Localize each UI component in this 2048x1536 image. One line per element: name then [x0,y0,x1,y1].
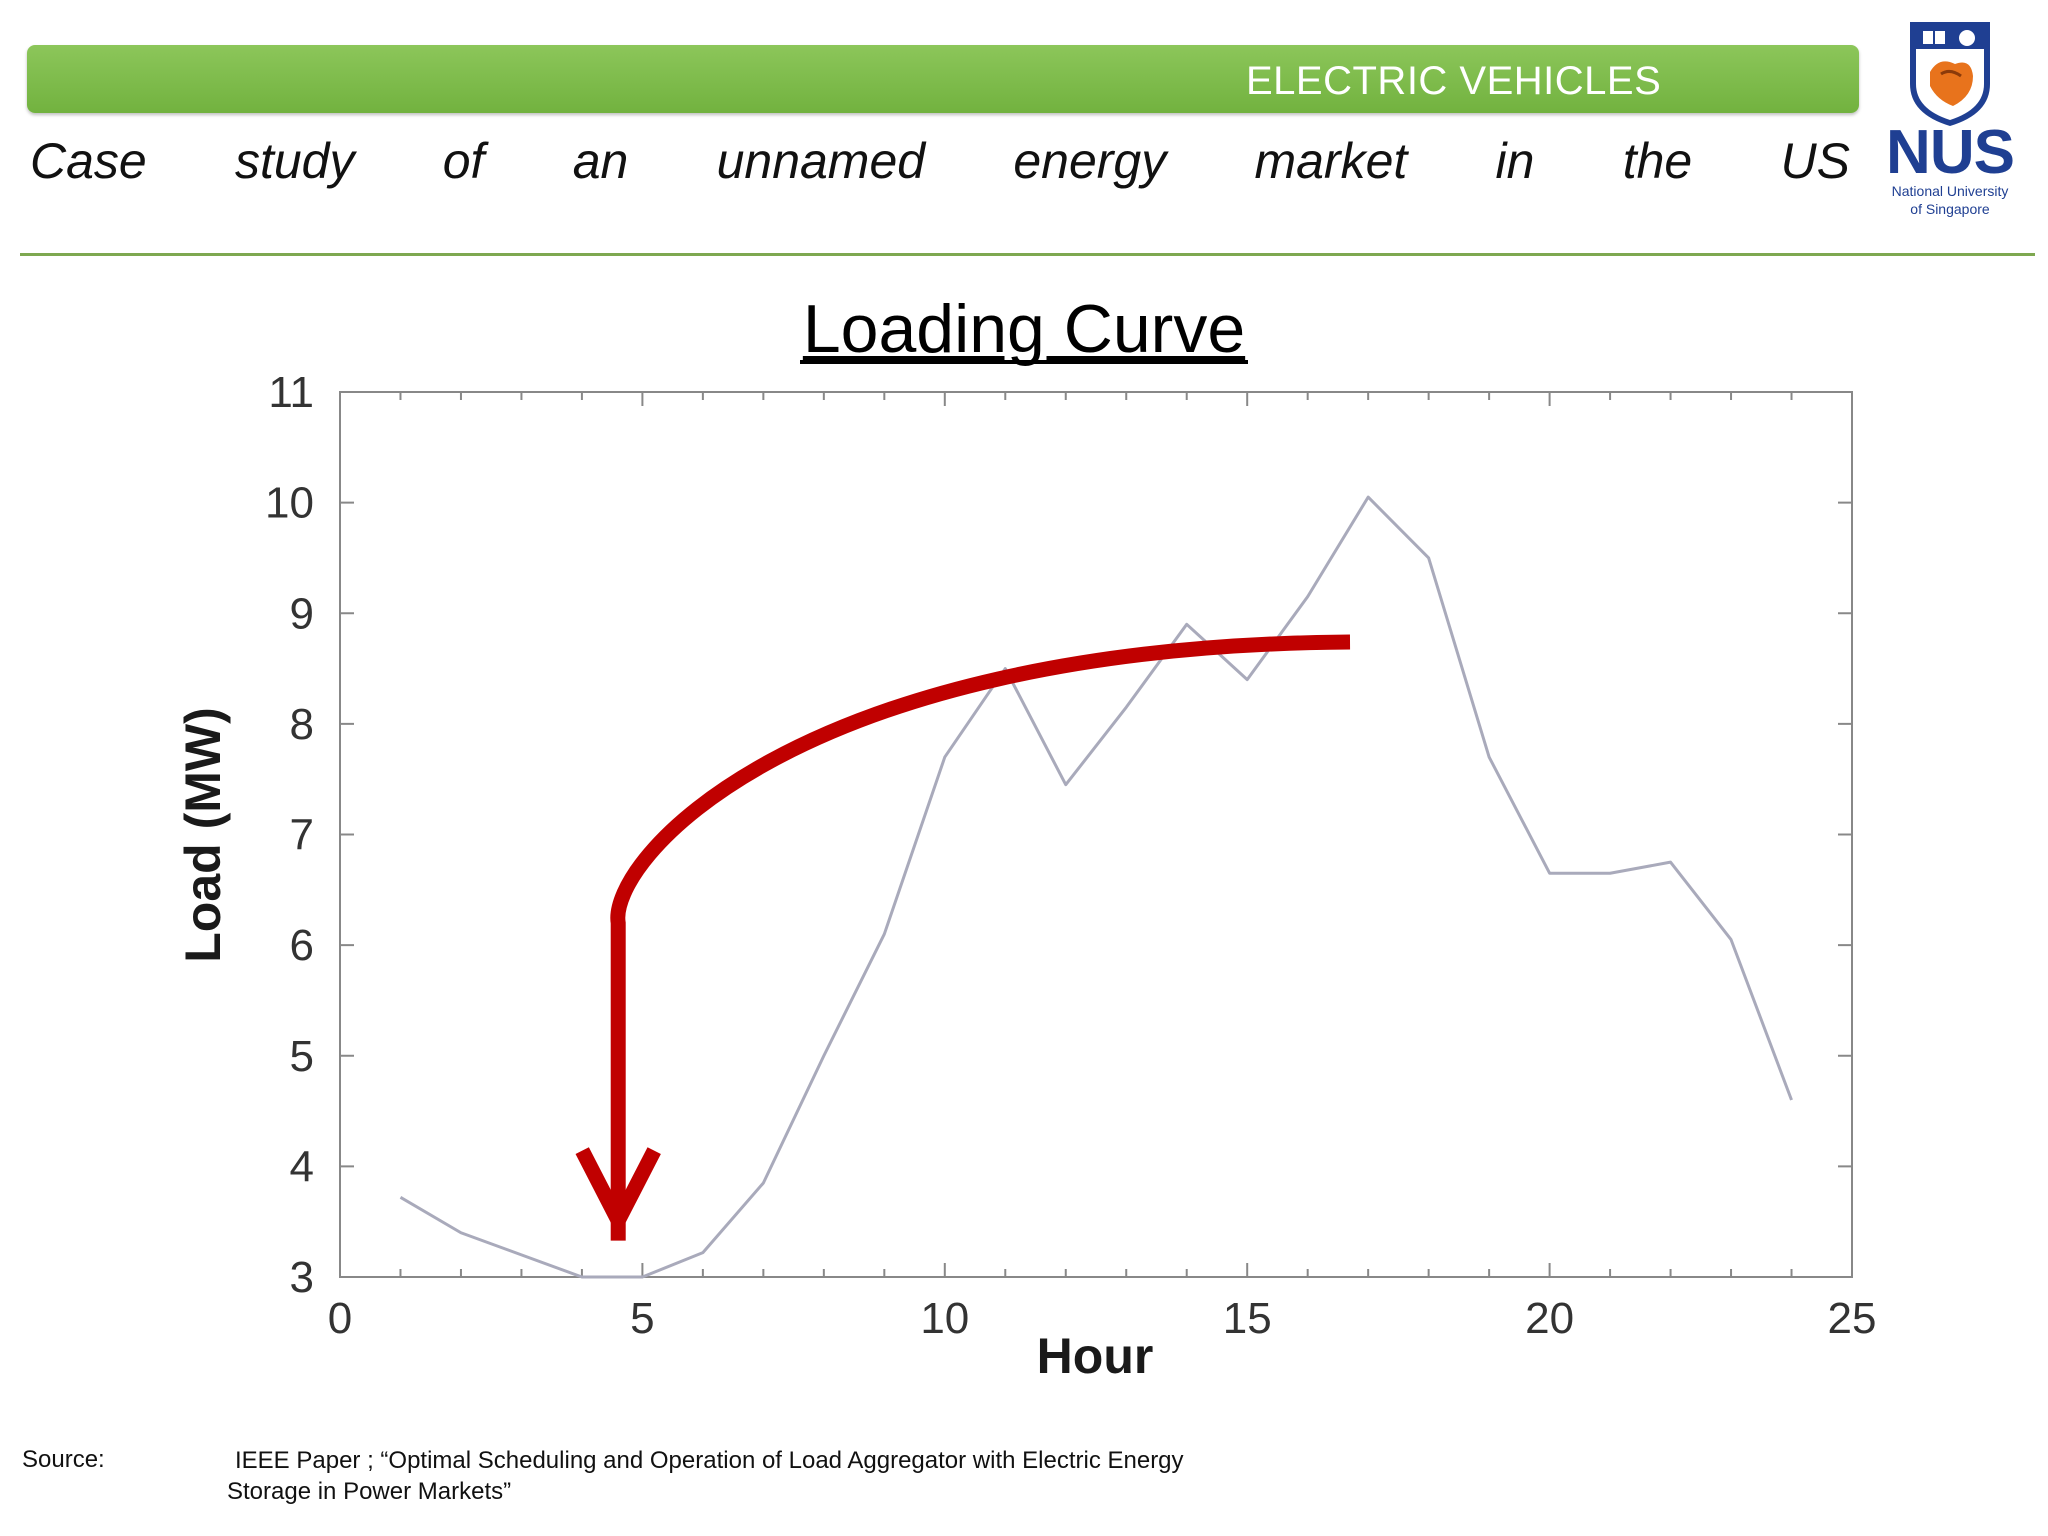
header-divider [20,253,2035,256]
slide-subtitle: Case study of an unnamed energy market i… [30,126,1850,196]
x-tick-label: 25 [1828,1294,1877,1343]
subtitle-word: market [1254,133,1408,189]
chart-title: Loading Curve [803,291,1245,367]
y-tick-label: 3 [290,1253,314,1302]
y-tick-label: 10 [265,479,314,528]
header-banner [27,45,1859,113]
banner-title: ELECTRIC VEHICLES [1246,59,1662,103]
y-tick-label: 5 [290,1032,314,1081]
subtitle-word: energy [1013,133,1167,189]
y-tick-label: 8 [290,700,314,749]
x-tick-label: 0 [328,1294,352,1343]
x-tick-label: 20 [1525,1294,1574,1343]
subtitle-word: an [572,133,629,189]
x-tick-label: 5 [630,1294,654,1343]
plot-frame [339,391,1853,1278]
plot-area: 0 5 10 15 20 25 3 4 5 6 7 8 9 10 11 [265,368,1876,1343]
x-tick-label: 15 [1223,1294,1272,1343]
y-tick-label: 6 [290,921,314,970]
logo-wordmark: NUS [1886,118,2015,187]
y-tick-label: 4 [290,1142,314,1191]
x-tick-label: 10 [920,1294,969,1343]
subtitle-word: Case [30,133,147,189]
annotation-arrow-shaft [610,634,1351,1241]
subtitle-word: study [234,133,355,189]
annotation-arrow-head [575,1147,661,1238]
logo-subtitle: National University of Singapore [1891,183,2009,217]
load-series-line [399,495,1793,1279]
y-tick-label: 9 [290,589,314,638]
source-label: Source: [22,1446,105,1473]
x-axis-label: Hour [1037,1328,1154,1384]
subtitle-word: the [1622,133,1693,189]
y-tick-label: 11 [268,368,314,417]
subtitle-word: unnamed [716,133,926,189]
nus-crest-icon [1910,22,1990,126]
subtitle-word: US [1780,133,1850,189]
y-axis-label: Load (MW) [175,707,231,962]
subtitle-word: of [442,133,485,189]
subtitle-word: in [1495,133,1535,189]
source-citation: IEEE Paper ; “Optimal Scheduling and Ope… [227,1447,1184,1505]
y-tick-label: 7 [290,811,314,860]
loading-curve-chart: Loading Curve 0 5 10 15 20 25 3 4 5 6 7 8 9 10 11 Hour… [175,291,1876,1384]
